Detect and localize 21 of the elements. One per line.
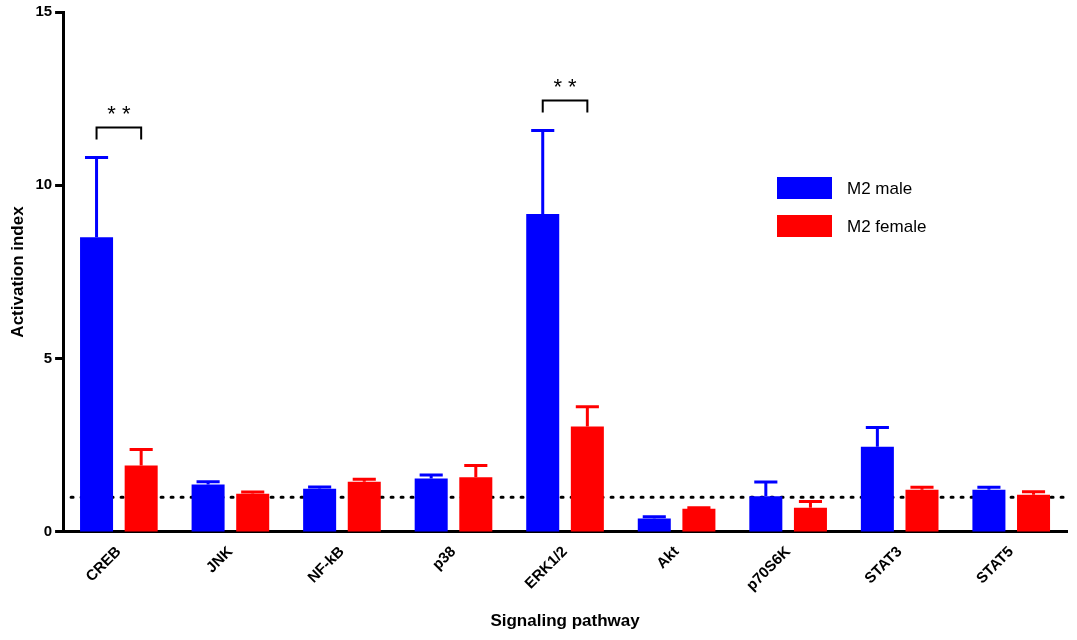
bar — [637, 518, 671, 532]
annotation: * * — [107, 100, 131, 126]
bar — [414, 478, 448, 532]
legend-label: M2 male — [847, 178, 913, 198]
bar — [1017, 494, 1051, 532]
bar — [303, 488, 337, 532]
bar — [972, 489, 1006, 532]
bar — [905, 489, 939, 532]
bar — [236, 493, 270, 532]
y-tick-label: 0 — [43, 522, 53, 540]
legend-label: M2 female — [847, 216, 927, 236]
x-axis-title: Signaling pathway — [490, 611, 641, 631]
y-axis-title: Activation index — [7, 205, 27, 338]
y-tick-label: 5 — [43, 348, 53, 366]
bar — [682, 508, 716, 532]
x-tick-label: Akt — [652, 542, 682, 572]
bar — [191, 484, 225, 532]
bar — [347, 481, 381, 532]
y-tick-label: 15 — [35, 2, 53, 20]
y-tick-label: 10 — [35, 175, 53, 193]
annotation: * * — [553, 73, 578, 99]
